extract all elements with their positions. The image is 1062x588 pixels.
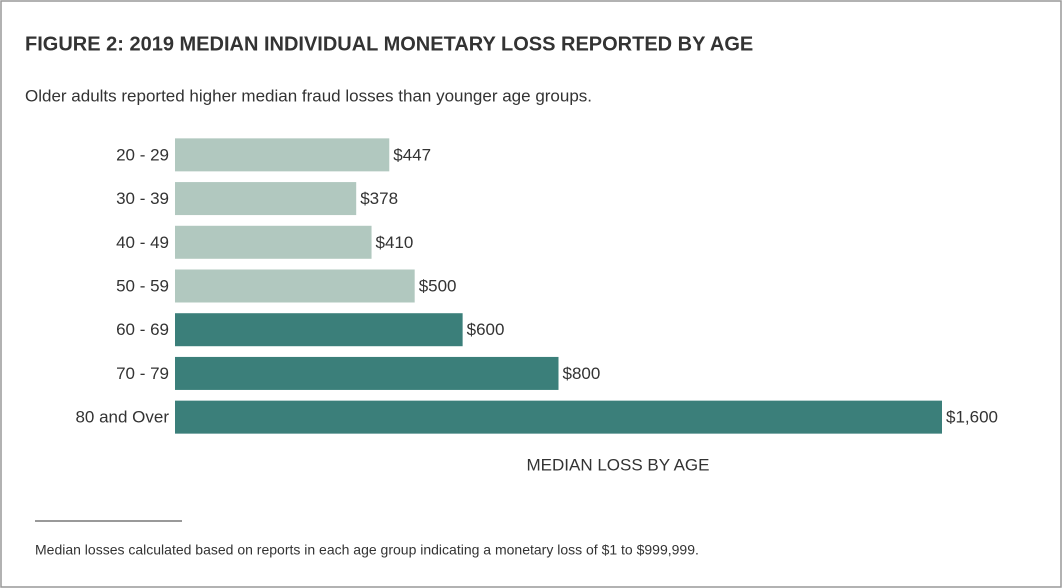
bar (175, 225, 372, 259)
category-label: 50 - 59 (116, 276, 169, 295)
value-label: $1,600 (946, 408, 998, 427)
chart-title: FIGURE 2: 2019 MEDIAN INDIVIDUAL MONETAR… (25, 33, 753, 55)
bar (175, 313, 463, 347)
value-label: $378 (360, 189, 398, 208)
value-label: $600 (467, 320, 505, 339)
footnote: Median losses calculated based on report… (35, 542, 699, 558)
category-label: 20 - 29 (116, 145, 169, 164)
bar (175, 356, 559, 390)
category-label: 40 - 49 (116, 233, 169, 252)
value-label: $800 (563, 364, 601, 383)
x-axis-label: MEDIAN LOSS BY AGE (527, 455, 710, 474)
category-label: 80 and Over (75, 408, 169, 427)
value-label: $500 (419, 276, 457, 295)
category-label: 60 - 69 (116, 320, 169, 339)
bar (175, 182, 357, 216)
value-label: $410 (376, 233, 414, 252)
bar (175, 400, 942, 434)
subtitle: Older adults reported higher median frau… (25, 86, 592, 105)
category-label: 30 - 39 (116, 189, 169, 208)
bar (175, 138, 390, 172)
bar (175, 269, 415, 303)
value-label: $447 (393, 145, 431, 164)
category-label: 70 - 79 (116, 364, 169, 383)
